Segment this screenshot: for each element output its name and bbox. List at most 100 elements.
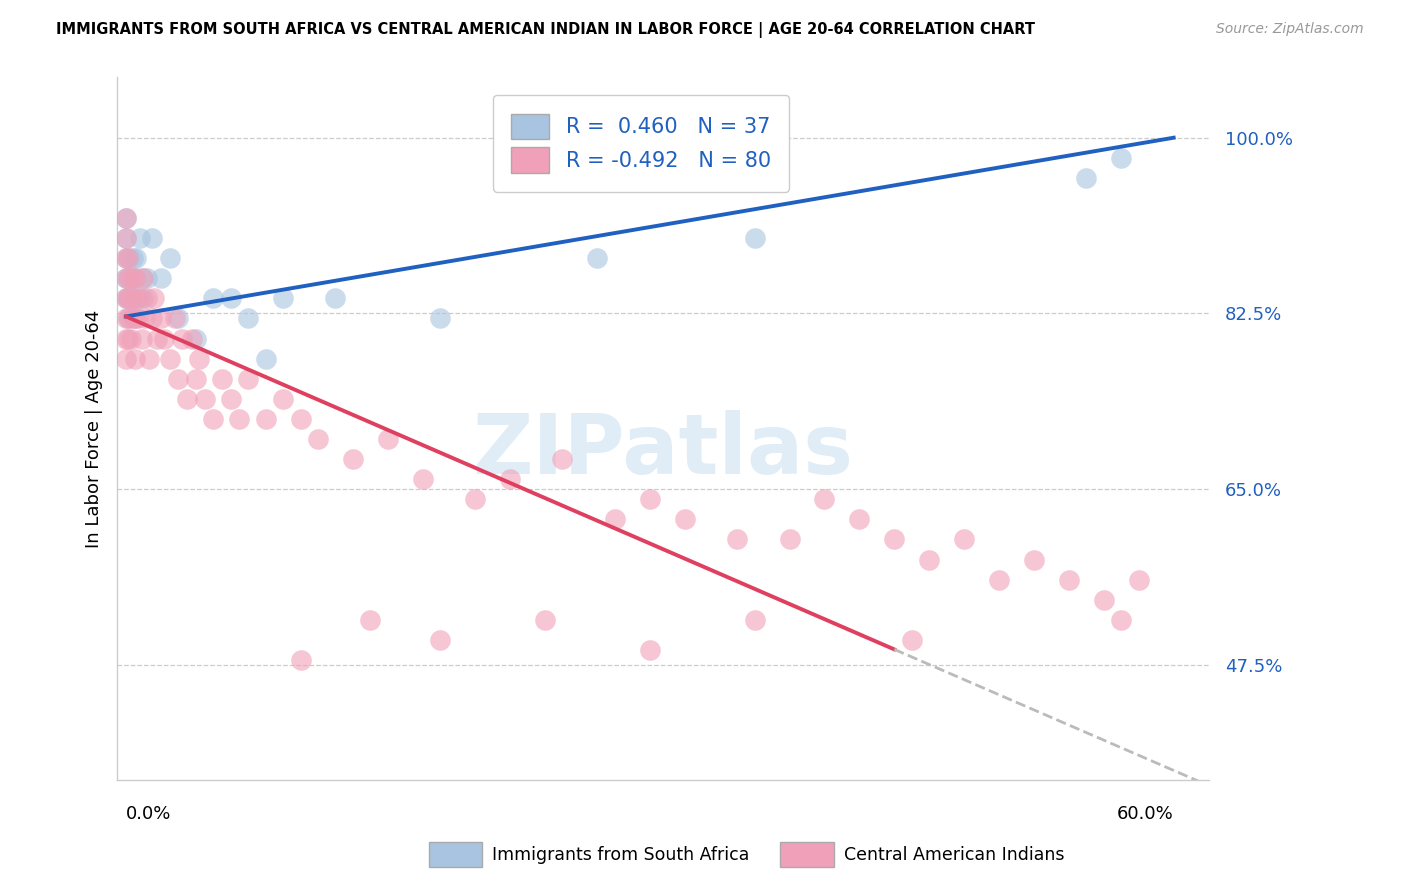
Point <box>290 412 312 426</box>
Point <box>813 492 835 507</box>
Point <box>325 292 347 306</box>
Point <box>124 311 146 326</box>
Point <box>120 332 142 346</box>
Point <box>848 512 870 526</box>
Point <box>202 412 225 426</box>
Point <box>115 251 138 265</box>
Point <box>188 351 211 366</box>
Point <box>744 231 766 245</box>
Legend: R =  0.460   N = 37, R = -0.492   N = 80: R = 0.460 N = 37, R = -0.492 N = 80 <box>492 95 789 192</box>
Point <box>181 332 204 346</box>
Point <box>603 512 626 526</box>
Point <box>211 372 233 386</box>
Point <box>167 311 190 326</box>
Point <box>117 271 139 285</box>
Point <box>131 332 153 346</box>
Point <box>238 372 260 386</box>
Point <box>131 271 153 285</box>
Point <box>412 472 434 486</box>
Point <box>638 492 661 507</box>
Point <box>135 271 157 285</box>
Point <box>254 412 277 426</box>
Point <box>117 332 139 346</box>
Point <box>118 292 141 306</box>
Point <box>1022 552 1045 566</box>
Point <box>115 332 138 346</box>
Point <box>122 271 145 285</box>
Text: 0.0%: 0.0% <box>127 805 172 823</box>
Point <box>1057 573 1080 587</box>
Point <box>163 311 186 326</box>
Point <box>1092 592 1115 607</box>
Point <box>673 512 696 526</box>
Point <box>125 292 148 306</box>
Point <box>534 613 557 627</box>
Point <box>202 292 225 306</box>
Point <box>115 311 138 326</box>
Point <box>115 211 138 225</box>
Point <box>551 452 574 467</box>
Point <box>900 632 922 647</box>
Point <box>117 292 139 306</box>
Point <box>128 231 150 245</box>
Text: Source: ZipAtlas.com: Source: ZipAtlas.com <box>1216 22 1364 37</box>
Point <box>271 392 294 406</box>
Point <box>184 332 207 346</box>
Point <box>1128 573 1150 587</box>
Point <box>118 251 141 265</box>
Point <box>638 643 661 657</box>
Point <box>122 292 145 306</box>
Y-axis label: In Labor Force | Age 20-64: In Labor Force | Age 20-64 <box>86 310 103 548</box>
Point <box>115 251 138 265</box>
Point <box>115 351 138 366</box>
Point <box>159 351 181 366</box>
Point <box>115 271 138 285</box>
Point <box>342 452 364 467</box>
Point <box>115 231 138 245</box>
Point <box>124 271 146 285</box>
Point <box>117 251 139 265</box>
Point <box>464 492 486 507</box>
Point <box>122 251 145 265</box>
Point <box>115 231 138 245</box>
Point <box>122 311 145 326</box>
Point <box>254 351 277 366</box>
Point <box>124 271 146 285</box>
Point <box>153 332 176 346</box>
Point <box>1076 170 1098 185</box>
Point <box>953 533 976 547</box>
Point <box>744 613 766 627</box>
Point <box>125 251 148 265</box>
Point <box>141 231 163 245</box>
Point <box>228 412 250 426</box>
Point <box>120 292 142 306</box>
Point <box>779 533 801 547</box>
Point <box>149 311 172 326</box>
Point <box>138 351 160 366</box>
Point <box>918 552 941 566</box>
Point <box>142 292 165 306</box>
Point <box>149 271 172 285</box>
Point <box>115 292 138 306</box>
Text: IMMIGRANTS FROM SOUTH AFRICA VS CENTRAL AMERICAN INDIAN IN LABOR FORCE | AGE 20-: IMMIGRANTS FROM SOUTH AFRICA VS CENTRAL … <box>56 22 1035 38</box>
Point <box>127 292 149 306</box>
Point <box>124 311 146 326</box>
Point <box>115 271 138 285</box>
Point <box>135 292 157 306</box>
Point <box>290 653 312 667</box>
Point <box>134 311 156 326</box>
Point <box>117 311 139 326</box>
Point <box>429 311 451 326</box>
Point <box>159 251 181 265</box>
Text: Immigrants from South Africa: Immigrants from South Africa <box>492 846 749 863</box>
Text: ZIPatlas: ZIPatlas <box>472 409 853 491</box>
Point <box>176 392 198 406</box>
Point <box>193 392 215 406</box>
Point <box>132 271 155 285</box>
Point <box>988 573 1011 587</box>
Point <box>115 292 138 306</box>
Text: 60.0%: 60.0% <box>1116 805 1174 823</box>
Point <box>132 292 155 306</box>
Point <box>219 292 242 306</box>
Point <box>141 311 163 326</box>
